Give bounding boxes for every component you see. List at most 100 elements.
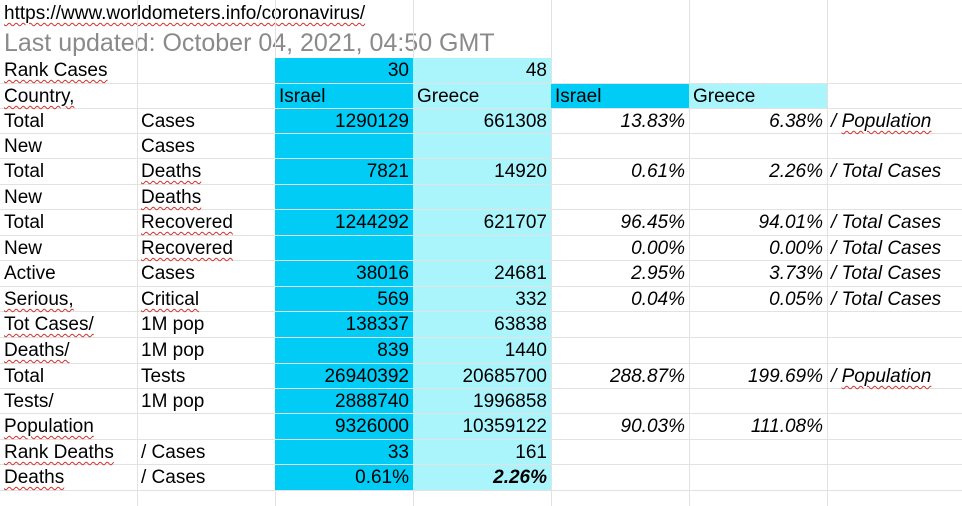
israel-value-cell[interactable]: 30 [275,58,413,83]
greece-percent-cell[interactable] [689,185,827,209]
ratio-note-cell[interactable]: / Population [827,109,962,133]
greece-percent-cell[interactable] [689,134,827,158]
row-label-cell[interactable]: Total [0,364,137,388]
row-sublabel-cell[interactable]: Deaths [137,159,275,184]
row-sublabel-cell[interactable]: 1M pop [137,338,275,363]
greece-value-cell[interactable]: Greece [413,84,551,108]
israel-percent-cell[interactable]: 0.04% [551,287,689,311]
israel-value-cell[interactable]: 569 [275,287,413,311]
greece-percent-cell[interactable] [689,440,827,464]
ratio-note-cell[interactable] [827,440,962,464]
ratio-note-cell[interactable] [827,389,962,413]
greece-value-cell[interactable]: 10359122 [413,414,551,439]
row-sublabel-cell[interactable]: Deaths [137,185,275,209]
israel-value-cell[interactable]: 38016 [275,261,413,286]
israel-percent-cell[interactable] [551,58,689,83]
greece-value-cell[interactable]: 1440 [413,338,551,363]
row-sublabel-cell[interactable] [137,84,275,108]
greece-percent-cell[interactable]: 111.08% [689,414,827,439]
last-updated-cell[interactable]: Last updated: October 04, 2021, 04:50 GM… [4,29,495,57]
greece-percent-cell[interactable] [689,312,827,337]
israel-value-cell[interactable]: 33 [275,440,413,464]
ratio-note-cell[interactable]: / Population [827,364,962,388]
israel-value-cell[interactable]: Israel [275,84,413,108]
ratio-note-cell[interactable]: / Total Cases [827,236,962,260]
israel-value-cell[interactable]: 9326000 [275,414,413,439]
greece-percent-cell[interactable]: 6.38% [689,109,827,133]
row-sublabel-cell[interactable]: / Cases [137,465,275,490]
greece-value-cell[interactable]: 14920 [413,159,551,184]
israel-percent-cell[interactable]: 0.00% [551,236,689,260]
greece-percent-cell[interactable]: 0.00% [689,236,827,260]
row-sublabel-cell[interactable] [137,58,275,83]
israel-percent-cell[interactable]: 13.83% [551,109,689,133]
row-label-cell[interactable]: Population [0,414,137,439]
row-label-cell[interactable]: Tests/ [0,389,137,413]
greece-value-cell[interactable] [413,236,551,260]
israel-value-cell[interactable] [275,134,413,158]
israel-percent-cell[interactable] [551,440,689,464]
greece-percent-cell[interactable]: 0.05% [689,287,827,311]
ratio-note-cell[interactable] [827,58,962,83]
ratio-note-cell[interactable] [827,134,962,158]
greece-value-cell[interactable]: 2.26% [413,465,551,490]
israel-percent-cell[interactable] [551,338,689,363]
israel-percent-cell[interactable] [551,312,689,337]
ratio-note-cell[interactable] [827,465,962,490]
greece-percent-cell[interactable] [689,338,827,363]
greece-value-cell[interactable]: 161 [413,440,551,464]
israel-value-cell[interactable]: 0.61% [275,465,413,490]
row-label-cell[interactable]: Country, [0,84,137,108]
israel-value-cell[interactable]: 7821 [275,159,413,184]
greece-percent-cell[interactable]: 199.69% [689,364,827,388]
row-label-cell[interactable]: Rank Deaths [0,440,137,464]
row-label-cell[interactable]: Active [0,261,137,286]
israel-percent-cell[interactable]: 90.03% [551,414,689,439]
greece-value-cell[interactable] [413,134,551,158]
row-sublabel-cell[interactable]: Critical [137,287,275,311]
israel-value-cell[interactable] [275,236,413,260]
row-sublabel-cell[interactable]: 1M pop [137,312,275,337]
row-label-cell[interactable]: Deaths/ [0,338,137,363]
row-sublabel-cell[interactable]: Cases [137,134,275,158]
greece-value-cell[interactable]: 332 [413,287,551,311]
row-sublabel-cell[interactable] [137,414,275,439]
israel-percent-cell[interactable] [551,465,689,490]
row-label-cell[interactable]: New [0,134,137,158]
row-label-cell[interactable]: Rank Cases [0,58,137,83]
israel-percent-cell[interactable]: 288.87% [551,364,689,388]
israel-value-cell[interactable]: 839 [275,338,413,363]
row-sublabel-cell[interactable]: / Cases [137,440,275,464]
row-label-cell[interactable]: Tot Cases/ [0,312,137,337]
greece-value-cell[interactable]: 661308 [413,109,551,133]
ratio-note-cell[interactable] [827,338,962,363]
greece-value-cell[interactable]: 48 [413,58,551,83]
row-sublabel-cell[interactable]: Recovered [137,210,275,235]
row-sublabel-cell[interactable]: Tests [137,364,275,388]
greece-percent-cell[interactable]: 2.26% [689,159,827,184]
row-label-cell[interactable]: Total [0,159,137,184]
ratio-note-cell[interactable]: / Total Cases [827,261,962,286]
source-url-cell[interactable]: https://www.worldometers.info/coronaviru… [4,2,365,26]
row-label-cell[interactable]: Total [0,109,137,133]
greece-percent-cell[interactable] [689,389,827,413]
greece-percent-cell[interactable] [689,465,827,490]
israel-percent-cell[interactable]: Israel [551,84,689,108]
row-label-cell[interactable]: Deaths [0,465,137,490]
ratio-note-cell[interactable]: / Total Cases [827,159,962,184]
greece-percent-cell[interactable] [689,58,827,83]
israel-percent-cell[interactable]: 96.45% [551,210,689,235]
israel-value-cell[interactable]: 1244292 [275,210,413,235]
row-sublabel-cell[interactable]: 1M pop [137,389,275,413]
ratio-note-cell[interactable] [827,312,962,337]
row-label-cell[interactable]: New [0,236,137,260]
row-label-cell[interactable]: Serious, [0,287,137,311]
israel-percent-cell[interactable] [551,185,689,209]
israel-value-cell[interactable]: 2888740 [275,389,413,413]
row-label-cell[interactable]: Total [0,210,137,235]
israel-percent-cell[interactable]: 2.95% [551,261,689,286]
row-label-cell[interactable]: New [0,185,137,209]
israel-value-cell[interactable]: 138337 [275,312,413,337]
ratio-note-cell[interactable] [827,84,962,108]
row-sublabel-cell[interactable]: Cases [137,109,275,133]
